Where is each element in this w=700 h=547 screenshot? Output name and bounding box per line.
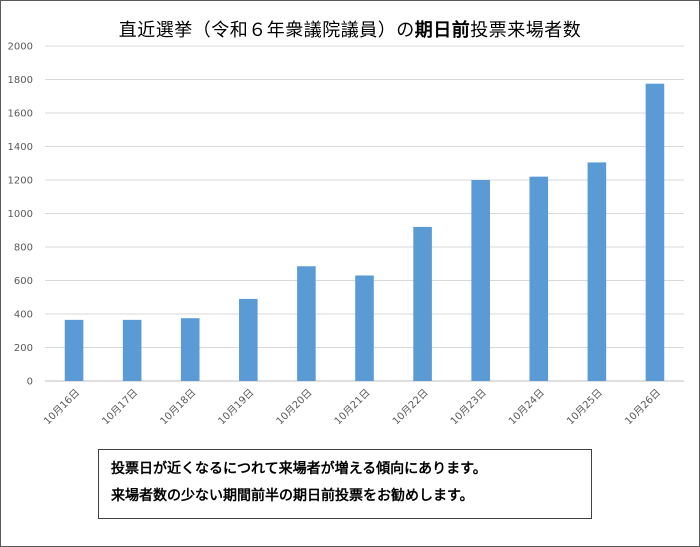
x-tick-label: 10月21日 xyxy=(332,387,373,428)
bar xyxy=(239,298,258,381)
y-tick-label: 1800 xyxy=(8,75,33,86)
x-tick-label: 10月26日 xyxy=(622,387,663,428)
y-tick-label: 2000 xyxy=(8,42,33,53)
y-tick-label: 1000 xyxy=(8,209,33,220)
bar xyxy=(355,275,374,381)
y-tick-label: 800 xyxy=(14,243,33,254)
x-tick-label: 10月19日 xyxy=(216,387,257,428)
y-tick-label: 0 xyxy=(27,377,33,388)
bar xyxy=(122,319,142,381)
x-tick-label: 10月25日 xyxy=(564,387,605,428)
x-tick-label: 10月20日 xyxy=(274,387,315,428)
y-tick-label: 1200 xyxy=(8,176,33,187)
x-tick-label: 10月24日 xyxy=(506,387,547,428)
y-tick-label: 1600 xyxy=(8,109,33,120)
y-tick-label: 200 xyxy=(14,343,33,354)
bar xyxy=(587,162,607,381)
bar xyxy=(529,176,549,381)
title-suffix: 投票来場者数 xyxy=(470,20,582,41)
x-tick-label: 10月16日 xyxy=(42,387,83,428)
x-tick-label: 10月18日 xyxy=(158,387,199,428)
bar xyxy=(297,266,316,381)
x-tick-label: 10月17日 xyxy=(100,387,141,428)
bar xyxy=(413,226,432,381)
bar xyxy=(645,83,665,381)
note-line-2: 来場者数の少ない期間前半の期日前投票をお勧めします。 xyxy=(111,488,474,504)
title-prefix: 直近選挙（令和６年衆議院議員）の xyxy=(118,20,415,41)
y-tick-label: 1400 xyxy=(8,142,33,153)
note-line-1: 投票日が近くなるにつれて来場者が増える傾向にあります。 xyxy=(111,461,487,477)
x-tick-label: 10月23日 xyxy=(448,387,489,428)
chart-title: 直近選挙（令和６年衆議院議員）の期日前投票来場者数 xyxy=(0,16,700,42)
title-bold: 期日前 xyxy=(414,20,471,41)
bar xyxy=(471,180,490,381)
y-tick-label: 600 xyxy=(14,276,33,287)
x-tick-label: 10月22日 xyxy=(390,387,431,428)
y-tick-label: 400 xyxy=(14,310,33,321)
note-box: 投票日が近くなるにつれて来場者が増える傾向にあります。 来場者数の少ない期間前半… xyxy=(98,449,592,519)
bar xyxy=(180,318,200,381)
bar xyxy=(64,319,84,381)
